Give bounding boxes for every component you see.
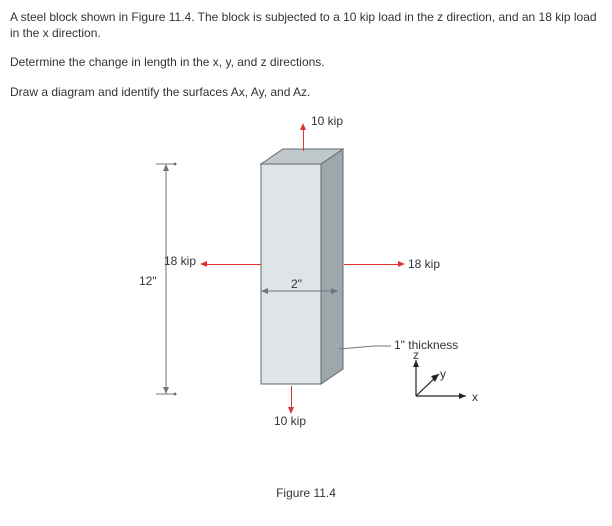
figure-11-4: 10 kip 10 kip 18 kip 18 kip 12" 2" 1" th… (56, 114, 556, 474)
label-right-load: 18 kip (408, 257, 440, 271)
axis-label-z: z (413, 348, 419, 362)
problem-statement: A steel block shown in Figure 11.4. The … (10, 10, 602, 100)
label-thickness: 1" thickness (394, 338, 458, 352)
label-bottom-load: 10 kip (274, 414, 306, 428)
label-height: 12" (139, 274, 157, 288)
load-arrow-top (303, 129, 304, 151)
load-arrow-left (206, 264, 261, 265)
load-arrow-bottom (291, 386, 292, 408)
figure-caption: Figure 11.4 (10, 486, 602, 500)
problem-line-3: Draw a diagram and identify the surfaces… (10, 85, 602, 101)
axis-label-y: y (440, 367, 446, 381)
load-arrow-right (344, 264, 399, 265)
label-left-load: 18 kip (164, 254, 196, 268)
axis-label-x: x (472, 390, 478, 404)
problem-line-2: Determine the change in length in the x,… (10, 55, 602, 71)
label-width: 2" (291, 277, 302, 291)
problem-line-1: A steel block shown in Figure 11.4. The … (10, 10, 602, 41)
label-top-load: 10 kip (311, 114, 343, 128)
